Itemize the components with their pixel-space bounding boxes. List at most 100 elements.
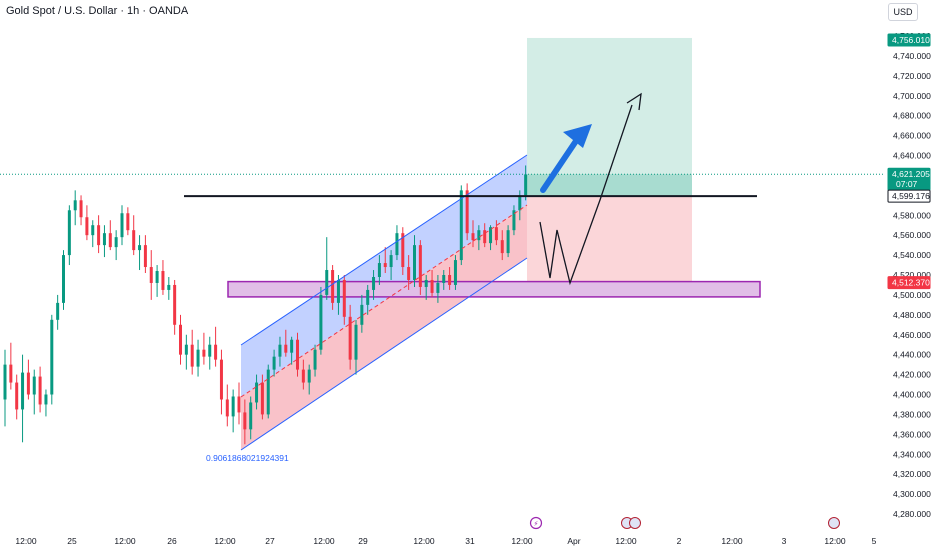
time-tick-label: 29 xyxy=(358,536,368,546)
price-tick-label: 4,720.000 xyxy=(893,71,931,81)
candle-body xyxy=(167,284,171,290)
candle-body xyxy=(243,412,247,430)
drawings-group: 0.9061868021924391 xyxy=(0,92,885,463)
candle-body xyxy=(483,230,487,244)
fib-label: 0.9061868021924391 xyxy=(206,453,289,463)
target-price-label: 4,756.010 xyxy=(892,35,930,45)
candle-body xyxy=(465,190,469,234)
projected-path xyxy=(539,104,633,286)
candle-body xyxy=(325,270,329,295)
entry-price-label-bg xyxy=(887,189,931,203)
candle-body xyxy=(126,213,130,231)
candle-body xyxy=(73,200,77,211)
candle-body xyxy=(62,255,65,303)
candle-body xyxy=(389,255,393,268)
candle-body xyxy=(453,260,457,285)
time-tick-label: 12:00 xyxy=(511,536,533,546)
candle-body xyxy=(301,369,305,383)
lightning-glyph: ⚡ xyxy=(534,520,539,528)
candle-body xyxy=(360,304,364,325)
time-axis[interactable]: 12:00 25 12:00 26 12:00 27 12:00 29 12:00 31 12:00… xyxy=(15,516,877,547)
time-tick-label: 2 xyxy=(677,536,682,546)
price-axis[interactable]: 4,280.000 4,300.000 4,320.000 4,340.000 4,36… xyxy=(887,31,931,519)
candle-body xyxy=(442,275,446,283)
candle-body xyxy=(67,210,71,256)
symbol-title: Gold Spot / U.S. Dollar · 1h · OANDA xyxy=(6,5,189,17)
currency-button[interactable]: USD xyxy=(888,3,918,21)
lightning-event-icon xyxy=(529,516,543,530)
price-tick-label: 4,360.000 xyxy=(893,429,931,439)
support-price-label: 4,512.370 xyxy=(892,278,930,288)
candle-body xyxy=(3,364,7,400)
blue-arrow-head xyxy=(563,124,592,148)
candle-body xyxy=(395,233,399,256)
candle-body xyxy=(506,230,510,254)
candle-body xyxy=(15,382,19,410)
candle-body xyxy=(471,233,475,241)
price-tick-label: 4,580.000 xyxy=(893,210,931,220)
price-tick-label: 4,560.000 xyxy=(893,230,931,240)
support-zone xyxy=(227,280,761,298)
candle-body xyxy=(307,369,311,383)
price-tick-label: 4,740.000 xyxy=(893,51,931,61)
candle-body xyxy=(290,339,294,353)
candle-body xyxy=(249,402,253,430)
candle-body xyxy=(500,240,504,254)
candle-body xyxy=(284,344,288,353)
candle-body xyxy=(9,364,13,383)
candle-body xyxy=(56,302,60,320)
price-tick-label: 4,280.000 xyxy=(893,509,931,519)
candle-body xyxy=(202,349,206,357)
candle-body xyxy=(313,349,317,370)
candle-body xyxy=(184,344,188,355)
time-tick-label: 5 xyxy=(872,536,877,546)
candle-body xyxy=(190,344,194,367)
candle-body xyxy=(179,324,182,355)
us-flag-event-icon xyxy=(629,517,641,529)
price-tick-label: 4,320.000 xyxy=(893,469,931,479)
price-tick-label: 4,660.000 xyxy=(893,131,931,141)
candle-body xyxy=(85,217,89,236)
time-tick-label: 12:00 xyxy=(313,536,335,546)
candle-body xyxy=(79,200,83,218)
price-tick-label: 4,480.000 xyxy=(893,310,931,320)
blue-arrow-shaft xyxy=(540,135,581,193)
candle-body xyxy=(383,263,387,268)
candle-body xyxy=(407,267,411,280)
time-tick-label: 12:00 xyxy=(413,536,435,546)
candle-body xyxy=(524,174,528,196)
price-tick-label: 4,700.000 xyxy=(893,91,931,101)
candle-body xyxy=(155,271,159,283)
candle-body xyxy=(354,324,358,360)
candle-body xyxy=(489,227,493,244)
support-price-label-bg xyxy=(887,276,931,290)
target-price-label-bg xyxy=(887,33,931,47)
price-tick-label: 4,400.000 xyxy=(893,390,931,400)
candle-body xyxy=(132,230,136,251)
price-tick-label: 4,300.000 xyxy=(893,489,931,499)
candle-body xyxy=(32,376,36,395)
candle-body xyxy=(459,190,463,261)
candle-body xyxy=(102,233,106,246)
candle-body xyxy=(272,356,276,370)
price-tick-label: 4,440.000 xyxy=(893,350,931,360)
candle-body xyxy=(114,237,118,248)
candle-body xyxy=(336,279,340,303)
time-tick-label: 12:00 xyxy=(824,536,846,546)
candle-body xyxy=(372,276,376,290)
candle-body xyxy=(418,245,422,287)
price-tick-label: 4,460.000 xyxy=(893,330,931,340)
price-tick-label: 4,340.000 xyxy=(893,449,931,459)
current-price-label: 4,621.205 xyxy=(892,169,930,179)
candle-body xyxy=(161,271,165,290)
price-tick-label: 4,680.000 xyxy=(893,111,931,121)
candle-body xyxy=(477,230,481,241)
channel-mid-line xyxy=(240,204,528,398)
time-tick-label: 12:00 xyxy=(15,536,37,546)
time-tick-label: 31 xyxy=(465,536,475,546)
candle-body xyxy=(494,227,498,241)
candle-body xyxy=(331,270,335,303)
candle-body xyxy=(38,376,42,405)
candle-body xyxy=(50,319,54,395)
